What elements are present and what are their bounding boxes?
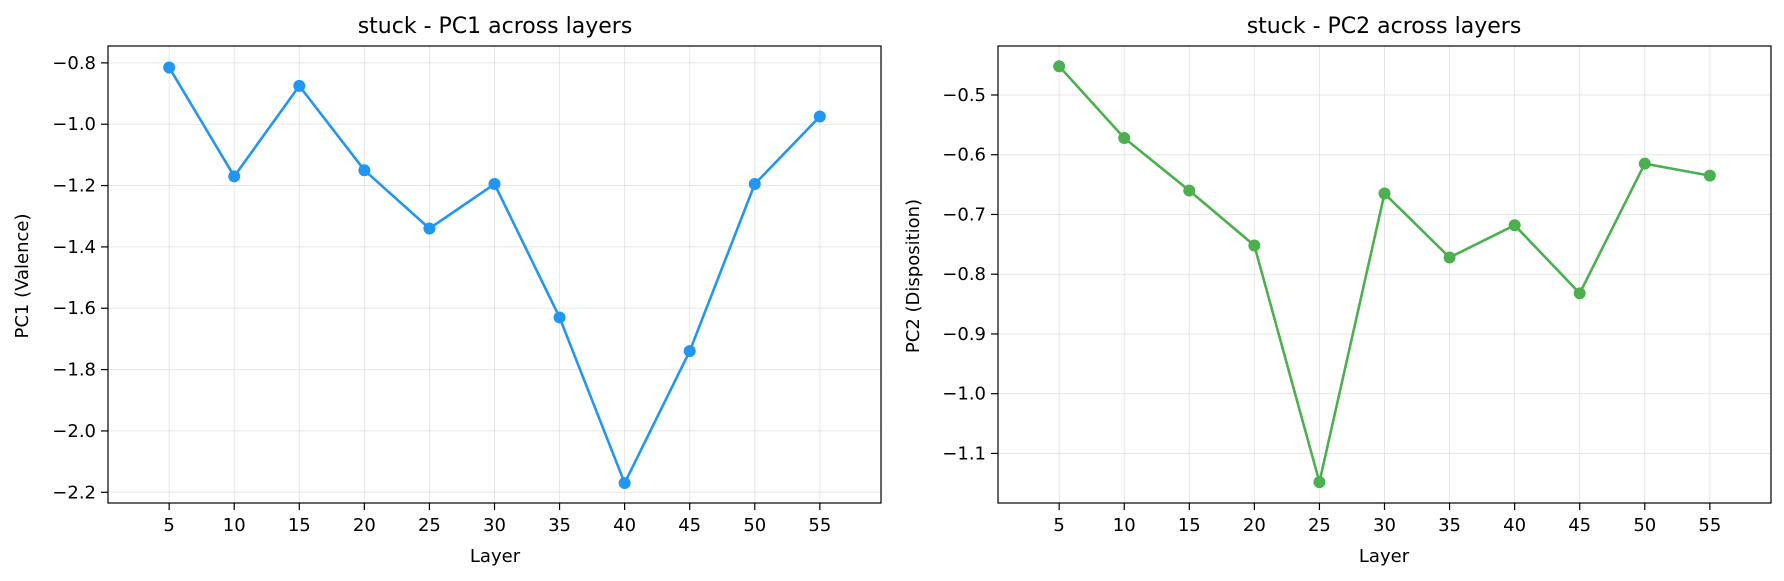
pc2-x-tick-label: 50 — [1633, 515, 1656, 536]
pc2-chart-title: stuck - PC2 across layers — [1247, 14, 1522, 39]
pc1-x-axis-label: Layer — [470, 546, 521, 567]
pc1-data-point — [618, 477, 631, 490]
pc1-data-point — [423, 222, 436, 235]
pc2-data-point — [1313, 476, 1326, 489]
pc1-y-axis-label: PC1 (Valence) — [12, 213, 33, 338]
pc1-data-point — [553, 311, 566, 324]
pc2-x-tick-label: 45 — [1568, 515, 1591, 536]
pc1-x-tick-label: 30 — [483, 515, 506, 536]
pc2-y-axis-label: PC2 (Disposition) — [903, 199, 924, 353]
pc2-x-tick-label: 15 — [1178, 515, 1201, 536]
pc2-y-tick-label: −0.7 — [942, 204, 986, 225]
pc2-data-point — [1118, 131, 1131, 144]
pc2-x-tick-label: 40 — [1503, 515, 1526, 536]
pc1-x-tick-label: 35 — [548, 515, 571, 536]
pc2-data-point — [1183, 184, 1196, 197]
pc2-y-tick-label: −1.1 — [942, 443, 986, 464]
pc1-chart-panel: stuck - PC1 across layers Layer PC1 (Val… — [12, 14, 882, 567]
pc2-x-tick-label: 30 — [1373, 515, 1396, 536]
pc2-x-tick-label: 35 — [1438, 515, 1461, 536]
pc1-data-point — [358, 164, 371, 177]
pc2-y-tick-label: −1.0 — [942, 384, 986, 405]
pc1-y-tick-label: −1.2 — [52, 176, 96, 197]
pc2-data-point — [1508, 219, 1521, 232]
pc1-x-tick-label: 20 — [353, 515, 376, 536]
pc1-data-point — [163, 61, 176, 74]
pc2-chart-panel: stuck - PC2 across layers Layer PC2 (Dis… — [903, 14, 1772, 567]
pc1-data-point — [683, 345, 696, 358]
pc2-x-tick-label: 20 — [1243, 515, 1266, 536]
pc1-y-tick-label: −0.8 — [52, 53, 96, 74]
pc2-y-tick-label: −0.5 — [942, 85, 986, 106]
pc1-x-tick-label: 40 — [613, 515, 636, 536]
pc1-y-tick-label: −2.0 — [52, 421, 96, 442]
pc2-data-point — [1378, 187, 1391, 200]
pc2-x-tick-label: 55 — [1698, 515, 1721, 536]
pc1-y-tick-label: −1.6 — [52, 298, 96, 319]
pc2-x-axis-label: Layer — [1359, 546, 1410, 567]
pc1-x-tick-label: 15 — [288, 515, 311, 536]
pc1-chart-title: stuck - PC1 across layers — [358, 14, 633, 39]
pc1-x-tick-label: 5 — [163, 515, 174, 536]
pc2-y-tick-label: −0.9 — [942, 324, 986, 345]
pc1-data-point — [228, 170, 241, 183]
pc1-y-tick-label: −1.8 — [52, 360, 96, 381]
pc2-data-point — [1248, 239, 1261, 252]
pc1-data-point — [813, 110, 826, 123]
pc2-x-tick-label: 25 — [1308, 515, 1331, 536]
pc2-y-tick-label: −0.8 — [942, 264, 986, 285]
pc1-y-tick-label: −2.2 — [52, 482, 96, 503]
pc1-x-tick-label: 25 — [418, 515, 441, 536]
pc2-y-tick-label: −0.6 — [942, 145, 986, 166]
pc1-data-point — [488, 178, 501, 191]
pc2-x-tick-label: 5 — [1053, 515, 1064, 536]
pc1-x-tick-label: 55 — [808, 515, 831, 536]
pc2-data-point — [1443, 251, 1456, 264]
pc2-data-point — [1638, 157, 1651, 170]
pc1-data-point — [748, 178, 761, 191]
pc1-y-tick-label: −1.0 — [52, 114, 96, 135]
pc2-x-tick-label: 10 — [1113, 515, 1136, 536]
pc1-data-point — [293, 79, 306, 92]
pc1-y-tick-label: −1.4 — [52, 237, 96, 258]
pc1-x-tick-label: 10 — [223, 515, 246, 536]
pc2-data-point — [1703, 169, 1716, 182]
pc2-data-point — [1053, 60, 1066, 73]
pc1-x-tick-label: 45 — [678, 515, 701, 536]
pc1-x-tick-label: 50 — [743, 515, 766, 536]
pc2-data-point — [1573, 287, 1586, 300]
